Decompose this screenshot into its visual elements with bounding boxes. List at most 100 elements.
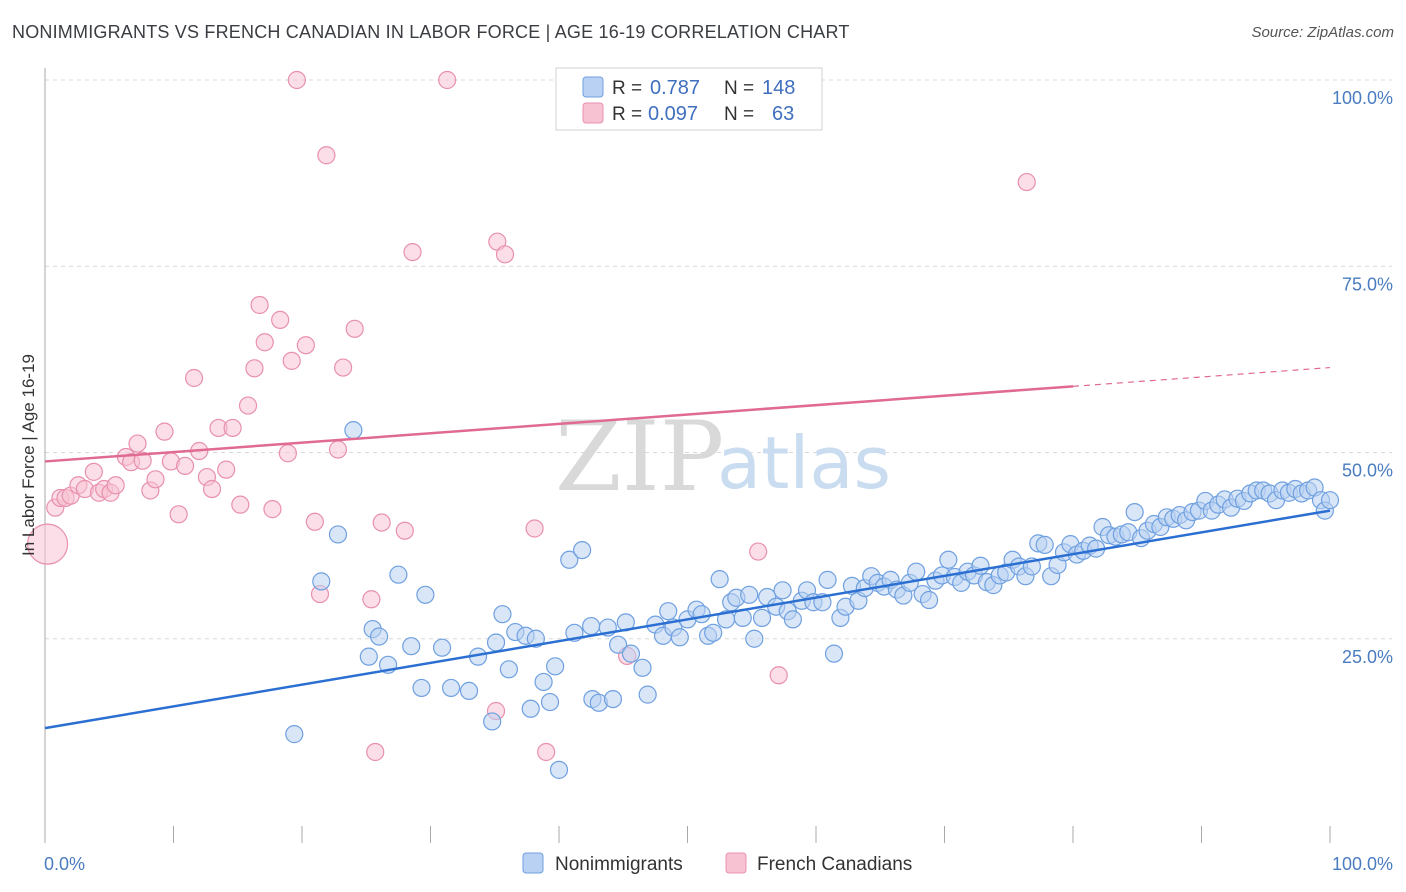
- french-canadians-points: [26, 70, 1036, 762]
- source-credit: Source: ZipAtlas.com: [1251, 24, 1394, 41]
- legend-r-value-pink: 0.097: [648, 103, 698, 125]
- legend-swatch-blue: [582, 76, 604, 98]
- legend-n-value-pink: 63: [772, 103, 794, 125]
- watermark-atlas: atlas: [717, 421, 891, 505]
- series-legend: Nonimmigrants French Canadians: [522, 852, 912, 875]
- y-axis-label: In Labor Force | Age 16-19: [19, 354, 38, 556]
- data-point: [238, 396, 258, 415]
- y-tick-label: 75.0%: [1342, 274, 1393, 294]
- data-point: [621, 644, 641, 663]
- data-point: [403, 242, 422, 262]
- data-point: [740, 585, 759, 604]
- data-point: [372, 513, 391, 532]
- data-point: [939, 550, 958, 569]
- data-point: [499, 660, 518, 679]
- y-tick-label: 100.0%: [1332, 88, 1393, 108]
- data-point: [84, 462, 103, 481]
- data-point: [818, 570, 837, 589]
- data-point: [749, 542, 768, 561]
- data-point: [919, 590, 939, 610]
- data-point: [783, 610, 802, 629]
- data-point: [359, 647, 378, 666]
- data-point: [495, 245, 515, 264]
- data-point: [1035, 535, 1054, 554]
- data-point: [745, 629, 764, 648]
- data-point: [907, 562, 926, 581]
- data-point: [537, 742, 556, 762]
- data-point: [752, 608, 772, 627]
- data-point: [549, 760, 569, 779]
- data-point: [670, 628, 689, 647]
- data-point: [389, 565, 408, 584]
- data-point: [402, 637, 421, 656]
- watermark-zip: ZIP: [555, 401, 724, 513]
- data-point: [345, 319, 364, 338]
- y-tick-labels: 25.0% 50.0% 75.0% 100.0%: [1332, 88, 1393, 667]
- data-point: [416, 585, 435, 604]
- data-point: [773, 581, 792, 600]
- data-point: [155, 422, 174, 441]
- data-point: [521, 699, 540, 718]
- legend-n-value-blue: 148: [762, 77, 795, 99]
- data-point: [26, 523, 69, 565]
- watermark: ZIP atlas: [555, 401, 891, 513]
- data-point: [704, 623, 723, 642]
- data-point: [603, 689, 623, 709]
- bottom-legend-swatch-nonimmigrants: [522, 852, 544, 874]
- data-point: [250, 295, 269, 315]
- data-point: [169, 505, 188, 524]
- data-point: [282, 351, 301, 370]
- data-point: [223, 418, 242, 438]
- data-point: [824, 644, 844, 663]
- legend-swatch-pink: [582, 102, 604, 124]
- data-point: [438, 70, 457, 90]
- data-point: [271, 310, 290, 329]
- trend-line-french-canadians: [44, 385, 1074, 463]
- data-point: [692, 605, 711, 624]
- data-point: [344, 421, 363, 440]
- data-point: [609, 635, 628, 654]
- data-point: [231, 495, 250, 514]
- data-point: [278, 444, 297, 463]
- grid-lines: [45, 79, 1392, 640]
- data-point: [1320, 491, 1340, 510]
- bottom-legend-nonimmigrants: Nonimmigrants: [555, 854, 683, 875]
- data-point: [146, 470, 165, 489]
- nonimmigrants-points: [285, 421, 1340, 779]
- data-point: [534, 672, 553, 692]
- data-point: [441, 678, 461, 698]
- data-point: [217, 460, 236, 479]
- data-point: [395, 521, 414, 540]
- data-point: [296, 336, 315, 355]
- data-point: [546, 657, 565, 676]
- data-point: [133, 451, 152, 470]
- data-point: [175, 456, 195, 476]
- data-point: [245, 359, 264, 378]
- data-point: [202, 479, 222, 499]
- data-point: [317, 146, 336, 165]
- data-point: [184, 368, 204, 388]
- data-point: [106, 476, 125, 495]
- data-point: [486, 633, 506, 652]
- data-point: [285, 725, 304, 744]
- data-point: [370, 627, 389, 646]
- y-tick-label: 50.0%: [1342, 461, 1393, 481]
- chart-title: NONIMMIGRANTS VS FRENCH CANADIAN IN LABO…: [12, 22, 850, 42]
- data-point: [328, 440, 348, 459]
- data-point: [287, 70, 306, 90]
- bottom-legend-swatch-french-canadians: [725, 852, 747, 874]
- data-point: [633, 658, 652, 677]
- x-tick-label: 100.0%: [1332, 854, 1393, 874]
- data-point: [582, 616, 601, 636]
- data-point: [366, 742, 385, 762]
- data-point: [573, 540, 592, 560]
- legend-r-label-blue: R =: [612, 78, 642, 99]
- data-point: [710, 570, 729, 589]
- legend-n-label-pink: N =: [724, 104, 754, 125]
- x-tick-labels: 0.0% 100.0%: [44, 854, 1393, 874]
- y-tick-label: 25.0%: [1342, 647, 1393, 667]
- x-tick-label: 0.0%: [44, 854, 85, 874]
- data-point: [328, 525, 348, 544]
- data-point: [483, 712, 502, 731]
